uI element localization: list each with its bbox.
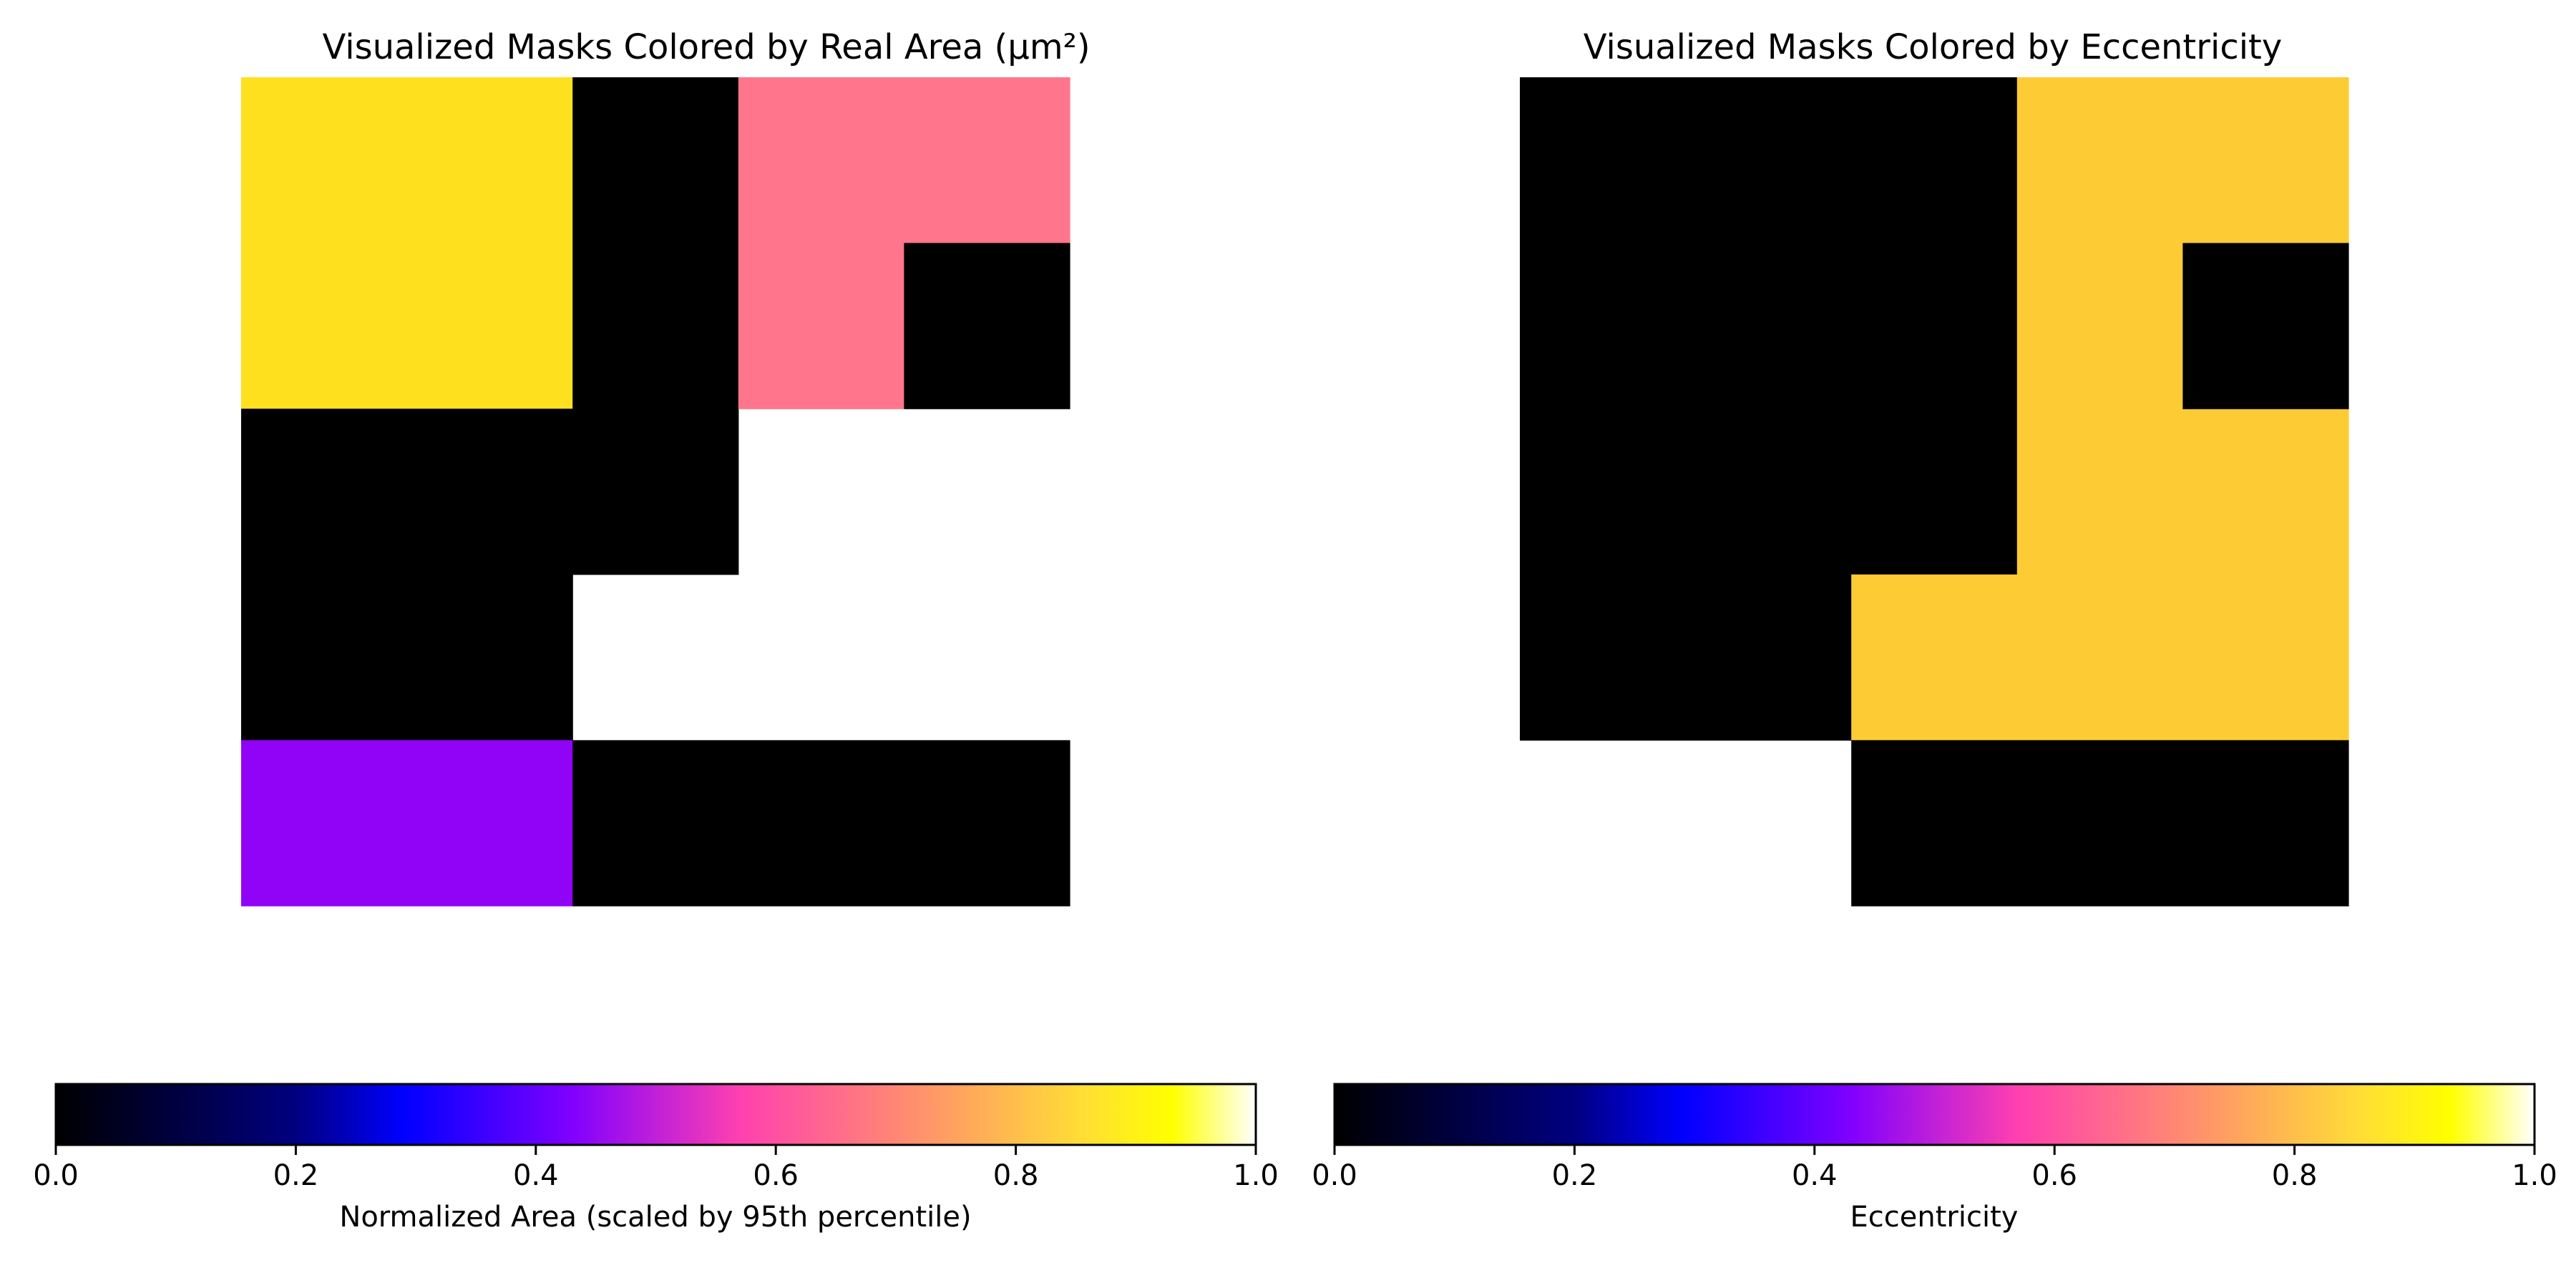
area-colorbar-tick-label: 0.8 xyxy=(993,1159,1039,1192)
eccentricity-colorbar-tick-label: 0.4 xyxy=(1792,1159,1838,1192)
eccentricity-mask-cell xyxy=(1851,574,2349,741)
eccentricity-colorbar-tick-label: 0.0 xyxy=(1312,1159,1357,1192)
area-mask-cell xyxy=(738,77,1070,244)
area-mask-cell xyxy=(241,77,573,409)
eccentricity-colorbar-ticks: 0.0 0.2 0.4 0.6 0.8 1.0 xyxy=(1312,1145,2557,1192)
area-colorbar-label: Normalized Area (scaled by 95th percenti… xyxy=(339,1201,971,1234)
area-colorbar-gradient xyxy=(54,1083,1257,1146)
area-colorbar-tick-label: 1.0 xyxy=(1233,1159,1279,1192)
area-mask-cell xyxy=(572,740,1070,907)
eccentricity-mask-cell xyxy=(1520,77,2018,575)
eccentricity-heatmap xyxy=(1520,77,2349,907)
area-mask-cell xyxy=(241,409,573,741)
eccentricity-colorbar: 0.0 0.2 0.4 0.6 0.8 1.0 Eccentricity xyxy=(1312,1083,2557,1234)
eccentricity-colorbar-tick-label: 0.8 xyxy=(2272,1159,2318,1192)
eccentricity-mask-cell xyxy=(1520,574,1852,741)
panel-area-title: Visualized Masks Colored by Real Area (µ… xyxy=(322,27,1090,67)
panel-area: Visualized Masks Colored by Real Area (µ… xyxy=(33,27,1279,1234)
area-mask-cell xyxy=(241,740,573,907)
area-colorbar-tick-label: 0.4 xyxy=(513,1159,559,1192)
eccentricity-colorbar-gradient xyxy=(1333,1083,2536,1146)
area-colorbar: 0.0 0.2 0.4 0.6 0.8 1.0 Normalized Area (scal… xyxy=(33,1083,1279,1234)
area-mask-cell xyxy=(904,243,1070,409)
panel-eccentricity-title: Visualized Masks Colored by Eccentricity xyxy=(1584,27,2283,67)
area-mask-cell xyxy=(738,243,904,409)
area-colorbar-ticks: 0.0 0.2 0.4 0.6 0.8 1.0 xyxy=(33,1145,1279,1192)
area-colorbar-tick-label: 0.2 xyxy=(273,1159,319,1192)
panel-eccentricity: Visualized Masks Colored by Eccentricity… xyxy=(1312,27,2557,1234)
eccentricity-colorbar-tick-label: 1.0 xyxy=(2512,1159,2557,1192)
eccentricity-mask-cell xyxy=(2182,409,2349,575)
area-heatmap xyxy=(241,77,1070,907)
eccentricity-colorbar-tick-label: 0.6 xyxy=(2031,1159,2077,1192)
eccentricity-mask-cell xyxy=(1851,740,2349,907)
area-colorbar-tick-label: 0.6 xyxy=(753,1159,799,1192)
eccentricity-mask-cell xyxy=(2016,77,2349,244)
area-colorbar-tick-label: 0.0 xyxy=(33,1159,79,1192)
eccentricity-colorbar-label: Eccentricity xyxy=(1850,1201,2019,1234)
eccentricity-mask-cell xyxy=(2016,243,2183,575)
area-mask-cell xyxy=(572,77,739,575)
eccentricity-mask-cell xyxy=(2182,243,2349,409)
eccentricity-colorbar-tick-label: 0.2 xyxy=(1552,1159,1598,1192)
